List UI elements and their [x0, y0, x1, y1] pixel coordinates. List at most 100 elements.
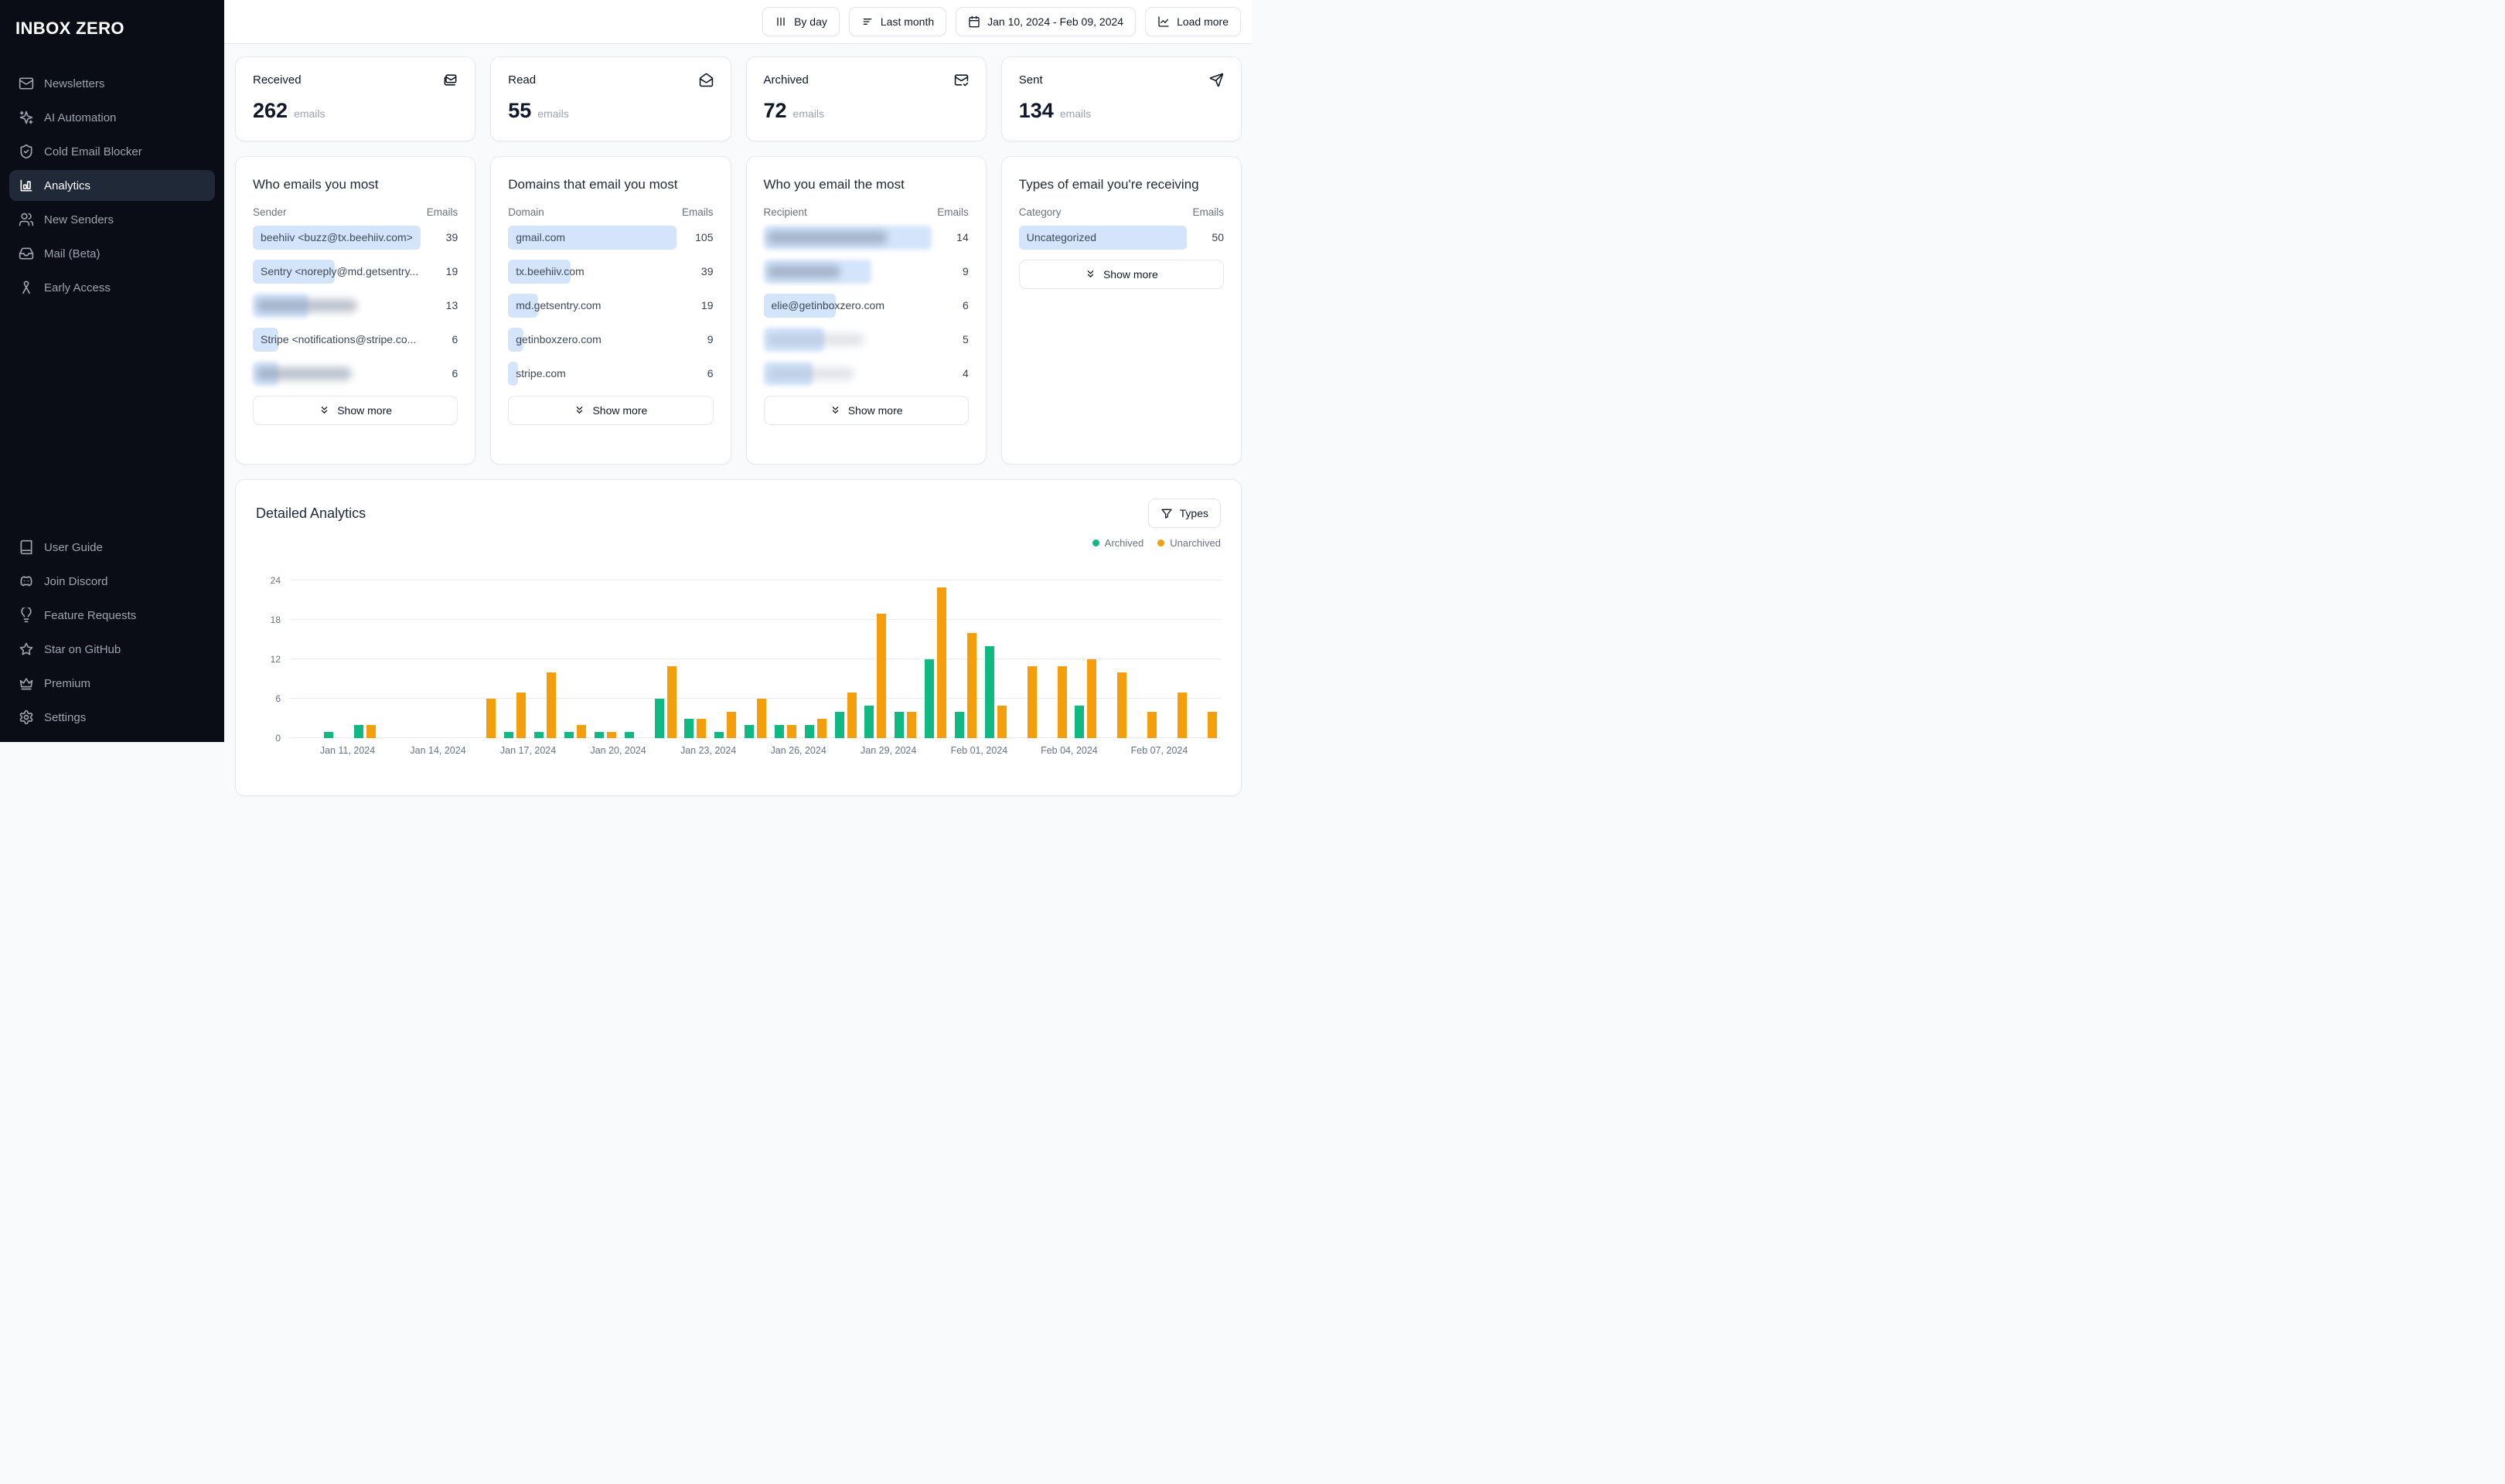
x-axis-slot — [1191, 745, 1221, 756]
last-month-button[interactable]: Last month — [848, 7, 947, 36]
show-more-button[interactable]: Show more — [253, 395, 458, 425]
bar-unarchived — [486, 699, 496, 738]
panel-column-headers: Sender Emails — [253, 206, 458, 218]
sidebar-nav: Newsletters AI Automation Cold Email Block… — [0, 68, 224, 303]
value-bar — [763, 327, 824, 352]
panel-column-headers: Domain Emails — [508, 206, 713, 218]
sidebar-item-cold-email-blocker[interactable]: Cold Email Blocker — [9, 136, 215, 167]
stat-label: Archived — [763, 73, 809, 87]
table-row: 9 — [763, 259, 969, 284]
sidebar-item-star-on-github[interactable]: Star on GitHub — [9, 634, 215, 665]
redacted-text-smear — [766, 332, 864, 346]
date-range-button[interactable]: Jan 10, 2024 - Feb 09, 2024 — [956, 7, 1137, 36]
sidebar-item-newsletters[interactable]: Newsletters — [9, 68, 215, 99]
table-row: Sentry <noreply@md.getsentry.... 19 — [253, 259, 458, 284]
bar-unarchived — [1027, 665, 1037, 738]
stat-card-sent: Sent 134 emails — [1000, 56, 1242, 141]
chart-day-group — [891, 557, 921, 738]
row-value: 39 — [700, 265, 714, 278]
column-header-emails: Emails — [681, 206, 714, 218]
bar-archived — [745, 725, 755, 738]
chart-day-group — [1071, 557, 1101, 738]
app-logo: INBOX ZERO — [15, 19, 124, 38]
chart-day-group — [741, 557, 771, 738]
sidebar-item-feature-requests[interactable]: Feature Requests — [9, 600, 215, 631]
panel-title: Domains that email you most — [508, 177, 678, 192]
row-value: 6 — [962, 299, 969, 312]
sidebar-item-early-access[interactable]: Early Access — [9, 272, 215, 303]
value-bar — [763, 225, 932, 250]
show-more-button[interactable]: Show more — [508, 395, 714, 425]
legend-unarchived: Unarchived — [1157, 537, 1221, 549]
funnel-icon — [1160, 507, 1173, 519]
x-axis-slot — [711, 745, 741, 756]
chart-day-group — [350, 557, 380, 738]
chart-day-group — [620, 557, 650, 738]
redacted-text-smear — [766, 264, 841, 278]
panel-rows: Uncategorized 50 — [1018, 225, 1224, 250]
chart-day-group — [530, 557, 561, 738]
bar-archived — [925, 659, 935, 738]
send-icon — [1209, 73, 1224, 87]
show-more-button[interactable]: Show more — [763, 395, 969, 425]
sidebar-item-ai-automation[interactable]: AI Automation — [9, 102, 215, 133]
bar-unarchived — [516, 692, 527, 738]
gridline — [290, 698, 1221, 699]
calendar-icon — [968, 15, 980, 28]
stat-card-read: Read 55 emails — [490, 56, 731, 141]
mails-icon — [443, 73, 458, 87]
stat-value-row: 72 emails — [764, 99, 969, 123]
chart-day-group — [800, 557, 830, 738]
value-bar — [253, 293, 308, 318]
column-header-emails: Emails — [1192, 206, 1224, 218]
bar-unarchived — [847, 692, 857, 738]
load-chart-icon — [1157, 15, 1170, 28]
row-bar-track — [253, 293, 421, 318]
x-axis-label: Feb 07, 2024 — [1130, 745, 1188, 756]
sidebar-item-user-guide[interactable]: User Guide — [9, 532, 215, 563]
sidebar-item-join-discord[interactable]: Join Discord — [9, 566, 215, 597]
sidebar-item-premium[interactable]: Premium — [9, 668, 215, 699]
table-row: getinboxzero.com 9 — [508, 327, 714, 352]
chart-day-group — [951, 557, 981, 738]
redacted-text-smear — [766, 366, 854, 380]
sidebar-item-label: AI Automation — [44, 111, 117, 124]
topbar-button-label: By day — [794, 15, 827, 28]
bar-unarchived — [577, 725, 587, 738]
stat-card-header: Archived — [764, 73, 969, 87]
bar-unarchived — [1057, 665, 1067, 738]
row-bar-track — [508, 327, 676, 352]
bar-unarchived — [937, 587, 947, 738]
sidebar-item-label: Early Access — [44, 281, 111, 294]
bar-archived — [594, 731, 604, 738]
column-header-emails: Emails — [937, 206, 969, 218]
sidebar-item-settings[interactable]: Settings — [9, 702, 215, 733]
stats-row: Received 262 emails Read 55 emails Archived 72 e… — [235, 56, 1242, 141]
table-row: 5 — [763, 327, 969, 352]
x-axis-slot — [440, 745, 470, 756]
sidebar-item-mail-beta[interactable]: Mail (Beta) — [9, 238, 215, 269]
by-day-button[interactable]: By day — [762, 7, 840, 36]
stat-unit: emails — [294, 107, 325, 120]
inbox-icon — [19, 246, 34, 261]
sidebar-item-analytics[interactable]: Analytics — [9, 170, 215, 201]
table-row: 4 — [763, 361, 969, 386]
sidebar-item-new-senders[interactable]: New Senders — [9, 204, 215, 235]
show-more-button[interactable]: Show more — [1018, 259, 1224, 289]
sidebar-item-label: Star on GitHub — [44, 642, 121, 656]
table-row: 13 — [253, 293, 458, 318]
value-bar — [508, 361, 519, 386]
row-label: beehiiv <buzz@tx.beehiiv.com> — [261, 231, 413, 244]
bar-archived — [1075, 705, 1085, 738]
table-row: 14 — [763, 225, 969, 250]
sidebar-footer-nav: User Guide Join Discord Feature Requests St… — [0, 532, 224, 742]
shield-check-icon — [19, 144, 34, 159]
row-bar-track — [763, 225, 932, 250]
types-filter-button[interactable]: Types — [1147, 499, 1221, 528]
load-more-button[interactable]: Load more — [1145, 7, 1241, 36]
x-axis-slot — [290, 745, 320, 756]
table-row: Stripe <notifications@stripe.co... 6 — [253, 327, 458, 352]
legend-dot-unarchived — [1157, 539, 1165, 546]
chart-day-group — [561, 557, 591, 738]
row-bar-track — [763, 327, 932, 352]
